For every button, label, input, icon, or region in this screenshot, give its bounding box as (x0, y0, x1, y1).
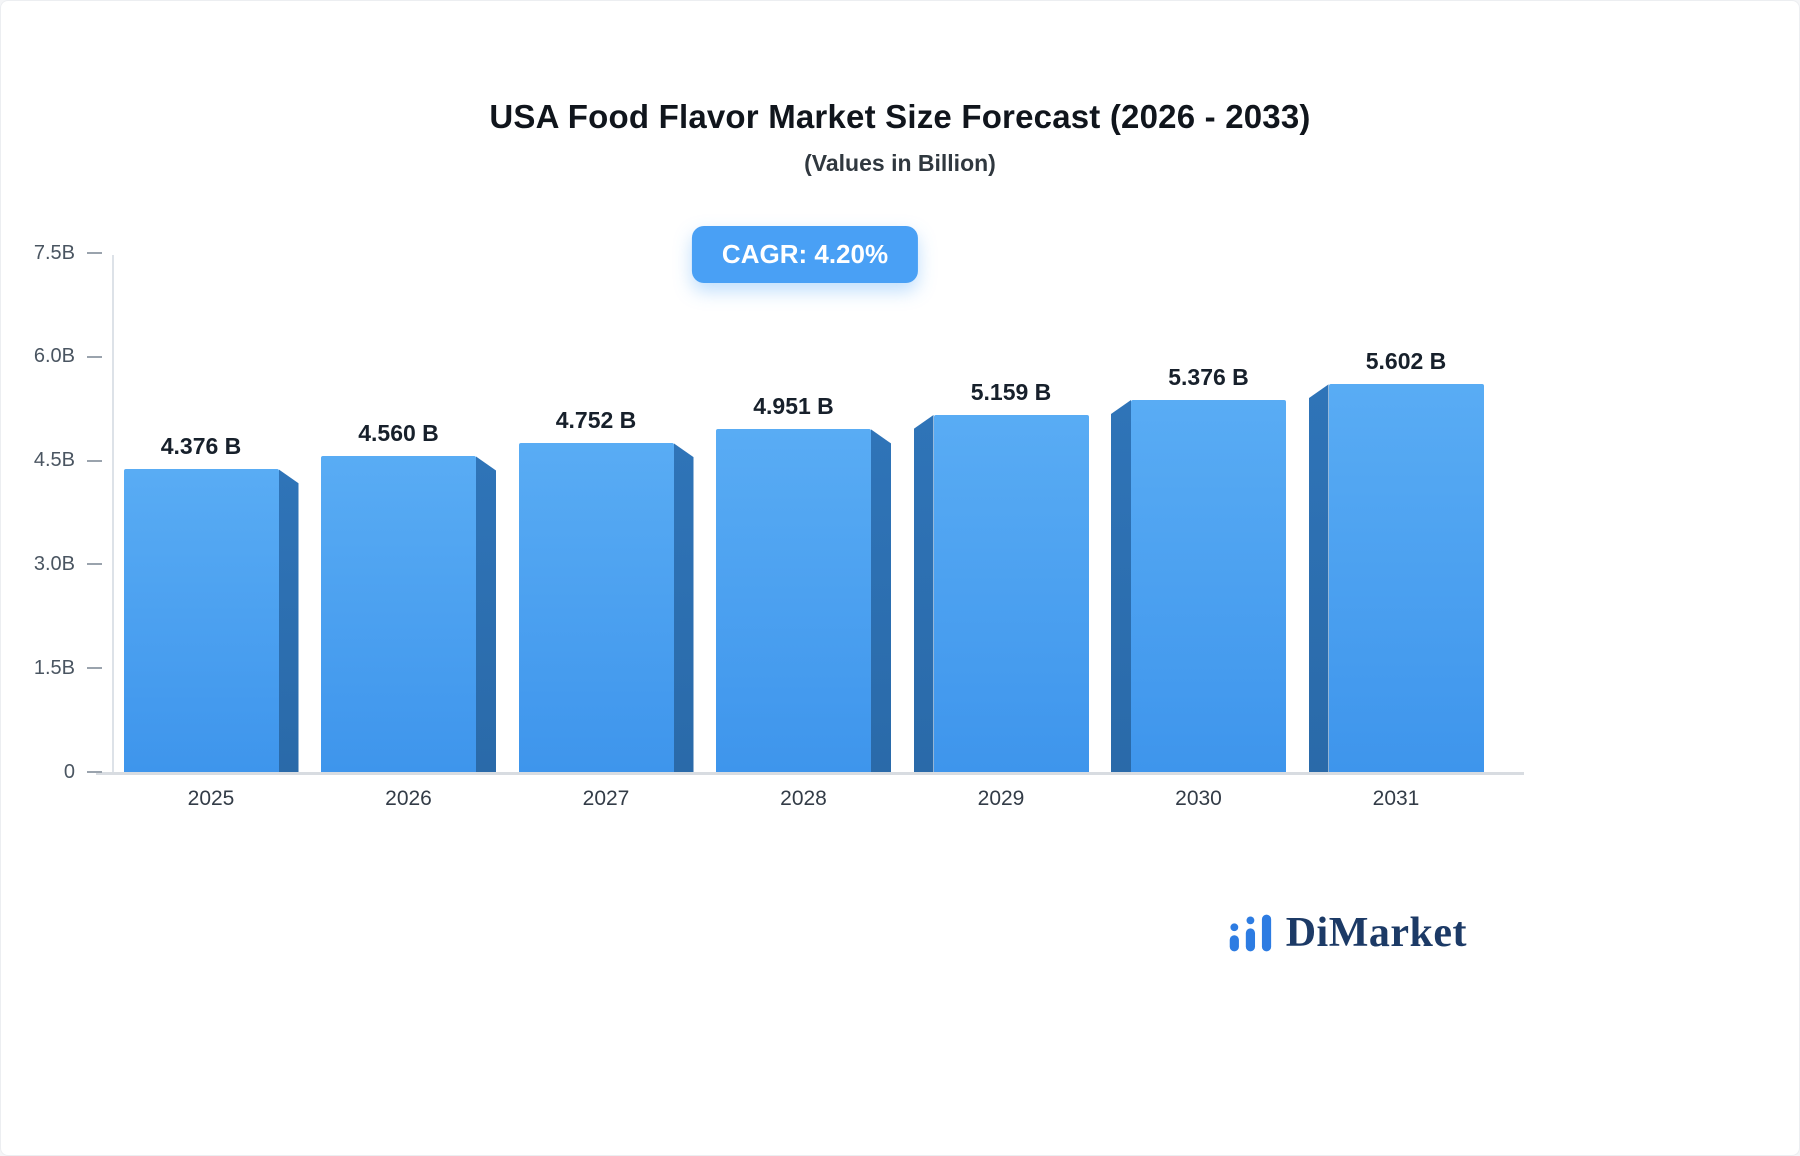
dimarket-logo: DiMarket (1228, 903, 1467, 963)
y-axis-tick-label: 7.5B (33, 241, 75, 264)
bar-2028[interactable]: 4.951 B (716, 393, 891, 772)
bar-value-label: 4.752 B (555, 407, 637, 434)
bar-side-shade (476, 456, 496, 772)
bar-chart-dots-icon (1228, 912, 1274, 954)
bar-face (321, 456, 476, 772)
bar-face (716, 429, 871, 772)
y-axis-tick-mark (87, 355, 102, 358)
x-axis-label: 2028 (780, 787, 827, 810)
y-axis-tick: 4.5B (15, 448, 102, 474)
x-axis-label: 2029 (977, 787, 1025, 810)
y-axis-tick-label: 3.0B (33, 552, 75, 575)
bar-side-shade (1111, 399, 1131, 772)
y-axis-tick: 1.5B (15, 655, 102, 681)
y-axis-tick-mark (87, 252, 102, 254)
y-axis-tick-label: 6.0B (33, 345, 75, 368)
x-axis-label: 2025 (187, 787, 235, 810)
bar-2031[interactable]: 5.602 B (1308, 348, 1484, 772)
chart-title: USA Food Flavor Market Size Forecast (20… (489, 98, 1311, 135)
plot-area: 0 1.5B 3.0B 4.5B 6.0B 7.5B 4.376 B 2025 4.560 B 2… (1, 242, 1799, 810)
y-axis-tick-mark (87, 667, 102, 670)
x-axis-label: 2027 (582, 787, 630, 810)
bar-face (518, 443, 674, 772)
bar-value-label: 5.602 B (1365, 348, 1447, 375)
bar-value-label: 5.159 B (970, 379, 1052, 405)
y-axis-tick-label: 1.5B (33, 656, 75, 679)
bar-side-shade (871, 429, 891, 772)
y-axis-tick-mark (87, 771, 102, 773)
bar-side-shade (1308, 384, 1329, 772)
x-axis-line (96, 772, 1524, 775)
bar-face (933, 415, 1089, 772)
bar-2029[interactable]: 5.159 B (913, 379, 1089, 772)
chart-subtitle: (Values in Billion) (804, 150, 996, 176)
x-axis-label: 2026 (385, 787, 432, 810)
logo-text: DiMarket (1285, 910, 1467, 956)
y-axis-line (112, 255, 114, 774)
bar-side-shade (278, 469, 299, 772)
bar-2025[interactable]: 4.376 B (123, 433, 299, 772)
bar-side-shade (673, 443, 694, 772)
y-axis-tick-mark (87, 563, 102, 566)
bar-2026[interactable]: 4.560 B (321, 420, 496, 772)
bar-side-shade (913, 415, 934, 772)
x-axis-label: 2030 (1175, 787, 1222, 810)
bar-value-label: 4.376 B (160, 433, 242, 460)
bar-2027[interactable]: 4.752 B (518, 407, 694, 772)
bar-face (123, 469, 279, 772)
bar-2030[interactable]: 5.376 B (1111, 364, 1286, 772)
y-axis-tick: 6.0B (15, 344, 102, 370)
bar-value-label: 5.376 B (1168, 363, 1249, 390)
cagr-badge: CAGR: 4.20% (691, 226, 919, 283)
y-axis-tick: 0 (15, 759, 102, 785)
y-axis-tick: 7.5B (15, 240, 102, 266)
y-axis-tick-label: 0 (63, 760, 75, 783)
y-axis-tick: 3.0B (15, 551, 102, 577)
bar-face (1328, 384, 1484, 772)
y-axis-tick-mark (87, 459, 102, 462)
y-axis-tick-label: 4.5B (33, 449, 75, 472)
bar-face (1131, 399, 1286, 772)
bar-value-label: 4.560 B (358, 420, 439, 447)
x-axis-label: 2031 (1372, 787, 1420, 810)
bar-value-label: 4.951 B (753, 393, 834, 420)
